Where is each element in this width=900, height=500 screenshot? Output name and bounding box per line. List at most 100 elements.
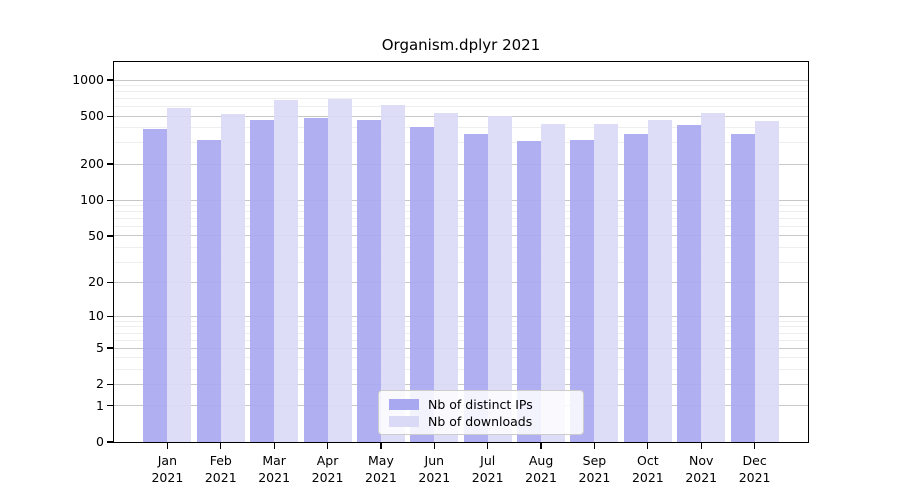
x-tick-label: Sep 2021 — [554, 452, 634, 486]
x-tick-label-year: 2021 — [204, 470, 237, 485]
gridline-minor — [114, 326, 808, 328]
x-tick-label-month: May — [368, 453, 394, 468]
y-tick — [107, 199, 113, 201]
y-tick-label: 1000 — [72, 71, 104, 87]
bar-downloads-aug — [541, 124, 566, 442]
bar-downloads-oct — [647, 119, 672, 442]
gridline-minor — [114, 320, 808, 322]
legend-swatch-downloads — [389, 415, 419, 427]
gridline-minor — [114, 226, 808, 228]
x-tick-label-month: Jan — [157, 453, 178, 468]
x-tick-label-month: Mar — [262, 453, 286, 468]
x-tick-label: Jan 2021 — [127, 452, 207, 486]
x-tick — [593, 443, 596, 449]
bar-distinct-ips-mar — [250, 120, 275, 442]
x-tick — [540, 443, 542, 449]
x-tick-label: Aug 2021 — [501, 452, 581, 486]
x-tick-label-month: Dec — [742, 453, 767, 468]
gridline-minor — [114, 91, 808, 93]
bar-downloads-apr — [327, 99, 352, 442]
x-tick-label-month: Sep — [582, 453, 607, 468]
gridline-minor — [114, 106, 808, 108]
y-tick — [107, 115, 113, 117]
x-tick-label-year: 2021 — [578, 470, 611, 485]
x-tick-label-year: 2021 — [258, 470, 291, 485]
x-tick — [380, 443, 382, 449]
x-tick-label-year: 2021 — [471, 470, 504, 485]
x-tick-label-year: 2021 — [311, 470, 344, 485]
x-tick-label: Apr 2021 — [288, 452, 368, 486]
bar-downloads-feb — [220, 114, 245, 442]
y-tick-label: 200 — [80, 156, 104, 172]
x-tick-label-month: Nov — [689, 453, 714, 468]
y-tick-label: 50 — [88, 227, 104, 243]
bar-downloads-may — [380, 105, 405, 442]
gridline-minor — [114, 332, 808, 334]
y-tick — [107, 383, 113, 386]
x-tick-label-year: 2021 — [525, 470, 557, 485]
bar-distinct-ips-oct — [623, 134, 648, 442]
gridline-minor — [114, 368, 808, 370]
x-tick-label-year: 2021 — [365, 470, 397, 485]
gridline-major — [114, 199, 808, 201]
x-tick — [647, 443, 649, 449]
x-tick-label: May 2021 — [341, 452, 421, 486]
plot-area: Nb of distinct IPs Nb of downloads — [113, 61, 809, 443]
x-tick-label-year: 2021 — [418, 470, 451, 485]
bar-distinct-ips-feb — [196, 140, 221, 442]
y-tick — [107, 405, 113, 407]
x-tick-label: Jul 2021 — [448, 452, 528, 486]
x-tick-label-month: Jun — [424, 453, 445, 468]
y-tick-label: 0 — [96, 434, 104, 449]
x-tick-label-year: 2021 — [151, 470, 184, 485]
gridline-major — [114, 163, 808, 165]
y-tick-label: 5 — [96, 340, 104, 356]
bar-distinct-ips-jan — [143, 129, 168, 442]
x-tick — [273, 443, 275, 449]
bar-downloads-jun — [434, 112, 459, 442]
gridline-minor — [114, 339, 808, 341]
x-tick-label: Nov 2021 — [661, 452, 741, 486]
x-tick-label-year: 2021 — [738, 470, 771, 485]
gridline-minor — [114, 218, 808, 220]
y-tick-label: 20 — [88, 274, 104, 290]
x-tick-label: Feb 2021 — [181, 452, 261, 486]
bar-distinct-ips-may — [356, 120, 381, 442]
x-tick-label-month: Jul — [480, 453, 496, 468]
legend-swatch-distinct-ips — [389, 398, 419, 410]
gridline-major — [114, 281, 808, 283]
gridline-major — [114, 315, 808, 317]
bar-downloads-dec — [754, 121, 779, 442]
gridline-minor — [114, 261, 808, 263]
bar-downloads-nov — [701, 113, 726, 442]
y-tick — [107, 347, 113, 349]
x-tick — [220, 443, 222, 449]
gridline-major — [114, 115, 808, 117]
x-tick-label-month: Aug — [528, 453, 554, 468]
legend-item-distinct-ips: Nb of distinct IPs — [389, 396, 575, 412]
y-tick — [107, 163, 113, 165]
y-tick — [107, 281, 113, 284]
x-tick-label: Oct 2021 — [608, 452, 688, 486]
x-tick — [166, 443, 169, 449]
x-tick-label: Dec 2021 — [715, 452, 795, 486]
x-tick-label-month: Oct — [637, 453, 659, 468]
x-tick-label: Jun 2021 — [394, 452, 474, 486]
gridline-major — [114, 347, 808, 349]
gridline-major — [114, 79, 808, 81]
gridline-minor — [114, 246, 808, 248]
x-tick-label-month: Apr — [316, 453, 339, 468]
x-tick-label-year: 2021 — [685, 470, 718, 485]
chart-title: Organism.dplyr 2021 — [381, 36, 541, 54]
bar-distinct-ips-dec — [730, 134, 755, 442]
y-tick-label: 500 — [80, 108, 104, 124]
gridline-minor — [114, 142, 808, 144]
x-tick-label: Mar 2021 — [234, 452, 314, 486]
y-tick-label: 100 — [80, 192, 104, 208]
gridline-minor — [114, 127, 808, 129]
y-tick — [107, 235, 113, 237]
bar-distinct-ips-nov — [677, 125, 702, 442]
legend: Nb of distinct IPs Nb of downloads — [378, 390, 584, 435]
gridline-minor — [114, 85, 808, 87]
